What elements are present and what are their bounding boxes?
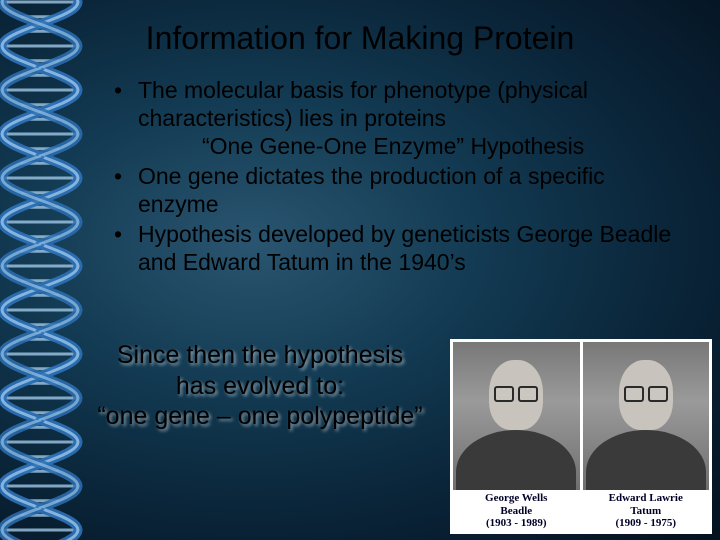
evolved-hypothesis-text: Since then the hypothesis has evolved to… bbox=[80, 340, 440, 432]
evolved-line-2: has evolved to: bbox=[176, 372, 344, 400]
dna-helix-decoration bbox=[0, 0, 92, 540]
evolved-line-1: Since then the hypothesis bbox=[117, 341, 403, 369]
portrait-photo bbox=[583, 342, 710, 490]
scientist-portraits: George Wells Beadle (1903 - 1989) Edward … bbox=[450, 339, 712, 534]
slide-title: Information for Making Protein bbox=[0, 20, 720, 57]
bullet-item: Hypothesis developed by geneticists Geor… bbox=[110, 220, 690, 276]
bullet-subtext: “One Gene-One Enzyme” Hypothesis bbox=[138, 132, 690, 160]
portrait-caption: George Wells Beadle (1903 - 1989) bbox=[485, 490, 547, 531]
evolved-line-3: “one gene – one polypeptide” bbox=[97, 402, 422, 430]
portrait-caption: Edward Lawrie Tatum (1909 - 1975) bbox=[609, 490, 683, 531]
portrait-photo bbox=[453, 342, 580, 490]
portrait-card: George Wells Beadle (1903 - 1989) bbox=[453, 342, 580, 531]
portrait-card: Edward Lawrie Tatum (1909 - 1975) bbox=[583, 342, 710, 531]
bullet-item: The molecular basis for phenotype (physi… bbox=[110, 76, 690, 160]
bullet-item: One gene dictates the production of a sp… bbox=[110, 162, 690, 218]
bullet-list: The molecular basis for phenotype (physi… bbox=[110, 76, 690, 278]
